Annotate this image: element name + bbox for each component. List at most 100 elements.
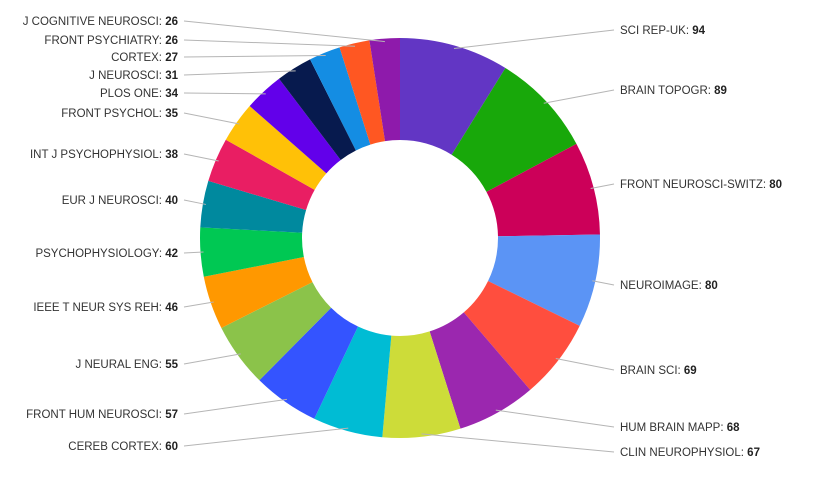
- slice-int-j-psychophysiol[interactable]: [208, 139, 315, 211]
- leader-line-hum-brain-mapp: [495, 409, 615, 428]
- slice-brain-sci[interactable]: [463, 281, 580, 390]
- leader-line-brain-topogr: [543, 89, 615, 104]
- slice-j-neurosci[interactable]: [279, 59, 356, 160]
- label-neuroimage: NEUROIMAGE: 80: [620, 280, 718, 292]
- category-label: FRONT HUM NEUROSCI:: [26, 409, 165, 421]
- category-label: HUM BRAIN MAPP:: [620, 422, 727, 434]
- label-brain-sci: BRAIN SCI: 69: [620, 365, 697, 377]
- slice-hum-brain-mapp[interactable]: [429, 312, 531, 429]
- label-front-neurosci-switz: FRONT NEUROSCI-SWITZ: 80: [620, 179, 782, 191]
- leader-line-front-neurosci-switz: [590, 183, 615, 190]
- slice-brain-topogr[interactable]: [451, 68, 577, 192]
- category-label: PSYCHOPHYSIOLOGY:: [35, 248, 165, 260]
- leader-line-front-hum-neurosci: [183, 398, 288, 415]
- category-label: J NEUROSCI:: [89, 70, 165, 82]
- category-label: J NEURAL ENG:: [76, 359, 166, 371]
- category-label: BRAIN SCI:: [620, 365, 684, 377]
- slice-neuroimage[interactable]: [488, 234, 601, 326]
- label-eur-j-neurosci: EUR J NEUROSCI: 40: [62, 195, 178, 207]
- leader-line-front-psychiatry: [183, 39, 356, 47]
- slice-labels: SCI REP-UK: 94 BRAIN TOPOGR: 89 FRONT NEUR…: [23, 16, 782, 459]
- leader-line-plos-one: [183, 92, 266, 95]
- slice-psychophysiology[interactable]: [199, 227, 304, 277]
- label-j-neural-eng: J NEURAL ENG: 55: [76, 359, 179, 371]
- value-label: 46: [165, 302, 178, 314]
- category-label: SCI REP-UK:: [620, 25, 692, 37]
- value-label: 55: [165, 359, 178, 371]
- category-label: FRONT PSYCHOL:: [61, 108, 165, 120]
- leader-line-cortex: [183, 55, 326, 58]
- slice-ieee-t-neur-sys-reh[interactable]: [203, 256, 313, 328]
- value-label: 89: [714, 85, 727, 97]
- value-label: 57: [165, 409, 178, 421]
- category-label: IEEE T NEUR SYS REH:: [33, 302, 165, 314]
- label-sci-rep-uk: SCI REP-UK: 94: [620, 25, 706, 37]
- category-label: CLIN NEUROPHYSIOL:: [620, 447, 747, 459]
- value-label: 34: [165, 88, 178, 100]
- label-plos-one: PLOS ONE: 34: [100, 88, 179, 100]
- slice-front-hum-neurosci[interactable]: [259, 307, 359, 419]
- value-label: 69: [684, 365, 697, 377]
- value-label: 27: [165, 52, 178, 64]
- leader-line-ieee-t-neur-sys-reh: [183, 301, 214, 308]
- label-cereb-cortex: CEREB CORTEX: 60: [68, 441, 178, 453]
- label-front-psychol: FRONT PSYCHOL: 35: [61, 108, 178, 120]
- slice-plos-one[interactable]: [249, 78, 341, 174]
- slice-front-psychiatry[interactable]: [339, 40, 386, 145]
- value-label: 67: [747, 447, 760, 459]
- value-label: 68: [727, 422, 740, 434]
- leader-line-j-neurosci: [183, 70, 296, 76]
- slice-sci-rep-uk[interactable]: [400, 38, 506, 155]
- label-int-j-psychophysiol: INT J PSYCHOPHYSIOL: 38: [30, 149, 179, 161]
- label-j-neurosci: J NEUROSCI: 31: [89, 70, 178, 82]
- category-label: CEREB CORTEX:: [68, 441, 165, 453]
- value-label: 60: [165, 441, 178, 453]
- leader-line-j-neural-eng: [183, 353, 241, 365]
- value-label: 38: [165, 149, 178, 161]
- category-label: PLOS ONE:: [100, 88, 165, 100]
- leader-line-neuroimage: [592, 280, 615, 286]
- slice-j-neural-eng[interactable]: [221, 282, 332, 381]
- leader-line-cereb-cortex: [183, 427, 349, 447]
- slices: [199, 38, 601, 438]
- value-label: 31: [165, 70, 178, 82]
- label-psychophysiology: PSYCHOPHYSIOLOGY: 42: [35, 248, 178, 260]
- value-label: 42: [165, 248, 178, 260]
- slice-j-cognitive-neurosci[interactable]: [369, 38, 400, 142]
- label-j-cognitive-neurosci: J COGNITIVE NEUROSCI: 26: [23, 16, 178, 28]
- slice-front-neurosci-switz[interactable]: [486, 143, 600, 237]
- label-ieee-t-neur-sys-reh: IEEE T NEUR SYS REH: 46: [33, 302, 178, 314]
- slice-cereb-cortex[interactable]: [314, 326, 392, 438]
- label-cortex: CORTEX: 27: [111, 52, 178, 64]
- value-label: 26: [165, 16, 178, 28]
- leader-line-sci-rep-uk: [453, 29, 615, 50]
- category-label: FRONT PSYCHIATRY:: [44, 35, 165, 47]
- category-label: CORTEX:: [111, 52, 165, 64]
- slice-eur-j-neurosci[interactable]: [200, 180, 307, 233]
- slice-front-psychol[interactable]: [225, 106, 327, 190]
- value-label: 80: [705, 280, 718, 292]
- category-label: BRAIN TOPOGR:: [620, 85, 714, 97]
- category-label: J COGNITIVE NEUROSCI:: [23, 16, 166, 28]
- leader-line-brain-sci: [555, 358, 615, 371]
- slice-clin-neurophysiol[interactable]: [382, 331, 461, 438]
- value-label: 26: [165, 35, 178, 47]
- category-label: FRONT NEUROSCI-SWITZ:: [620, 179, 769, 191]
- slice-cortex[interactable]: [310, 47, 371, 151]
- label-front-psychiatry: FRONT PSYCHIATRY: 26: [44, 35, 178, 47]
- leader-lines: [183, 20, 615, 453]
- value-label: 40: [165, 195, 178, 207]
- value-label: 94: [692, 25, 705, 37]
- leader-line-eur-j-neurosci: [183, 199, 206, 205]
- value-label: 80: [769, 179, 782, 191]
- category-label: INT J PSYCHOPHYSIOL:: [30, 149, 165, 161]
- leader-line-front-psychol: [183, 112, 240, 125]
- label-brain-topogr: BRAIN TOPOGR: 89: [620, 85, 727, 97]
- leader-line-j-cognitive-neurosci: [183, 20, 385, 43]
- label-front-hum-neurosci: FRONT HUM NEUROSCI: 57: [26, 409, 178, 421]
- value-label: 35: [165, 108, 178, 120]
- label-hum-brain-mapp: HUM BRAIN MAPP: 68: [620, 422, 740, 434]
- leader-line-int-j-psychophysiol: [183, 153, 219, 162]
- label-clin-neurophysiol: CLIN NEUROPHYSIOL: 67: [620, 447, 760, 459]
